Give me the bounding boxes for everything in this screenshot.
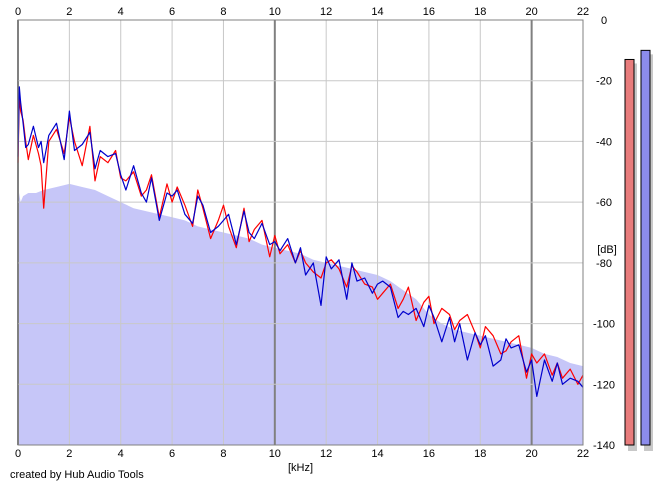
x-tick-label-bottom: 10 [269,448,281,460]
x-tick-label-top: 14 [371,6,383,18]
x-tick-label-bottom: 18 [474,448,486,460]
x-tick-label-bottom: 6 [169,448,175,460]
x-tick-label-top: 16 [423,6,435,18]
x-tick-label-top: 4 [118,6,124,18]
y-tick-label: -60 [596,197,612,209]
y-tick-label: -120 [593,379,615,391]
y-axis-label: [dB] [597,244,617,256]
plot-frame [17,19,584,446]
spectrum-fill [18,183,583,445]
y-tick-labels: 0 -20 -40 -60 -80 -100 -120 -140 [593,15,615,452]
level-meters [624,49,653,451]
level-meter-left [624,58,635,446]
y-tick-label: 0 [601,15,607,27]
x-tick-label-bottom: 12 [320,448,332,460]
x-tick-label-top: 8 [220,6,226,18]
credit-text: created by Hub Audio Tools [10,469,144,481]
x-tick-label-top: 2 [66,6,72,18]
x-tick-label-top: 22 [577,6,589,18]
y-tick-label: -100 [593,319,615,331]
series-line-right [17,86,584,397]
x-tick-label-bottom: 20 [526,448,538,460]
series-lines [17,86,584,397]
x-tick-label-top: 0 [15,6,21,18]
x-tick-label-bottom: 22 [577,448,589,460]
x-axis-label: [kHz] [288,462,313,474]
series-line-left [17,95,584,385]
y-tick-label: -20 [596,76,612,88]
level-meter-right [640,49,651,446]
x-tick-label-bottom: 14 [371,448,383,460]
y-tick-label: -80 [596,258,612,270]
x-tick-label-top: 6 [169,6,175,18]
x-tick-label-top: 18 [474,6,486,18]
x-tick-label-bottom: 0 [15,448,21,460]
x-tick-label-bottom: 16 [423,448,435,460]
x-tick-label-top: 20 [526,6,538,18]
x-tick-label-top: 12 [320,6,332,18]
x-tick-label-bottom: 8 [220,448,226,460]
x-tick-label-bottom: 4 [118,448,124,460]
x-tick-labels-top: 0 2 4 6 8 10 12 14 16 18 20 22 [15,6,589,18]
x-tick-label-top: 10 [269,6,281,18]
x-tick-labels-bottom: 0 2 4 6 8 10 12 14 16 18 20 22 [15,448,589,460]
x-tick-label-bottom: 2 [66,448,72,460]
spectrum-fill-area [18,183,583,445]
y-tick-label: -40 [596,136,612,148]
y-tick-label: -140 [593,440,615,452]
